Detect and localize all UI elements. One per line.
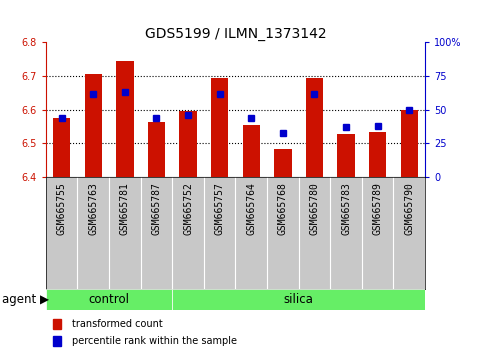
Bar <box>306 78 323 177</box>
Text: GSM665787: GSM665787 <box>152 183 161 235</box>
Bar <box>274 149 292 177</box>
Text: GSM665789: GSM665789 <box>373 183 383 235</box>
Text: GSM665781: GSM665781 <box>120 183 130 235</box>
Bar <box>172 289 425 310</box>
Text: GSM665763: GSM665763 <box>88 183 98 235</box>
Bar <box>53 118 71 177</box>
Bar <box>211 78 228 177</box>
Title: GDS5199 / ILMN_1373142: GDS5199 / ILMN_1373142 <box>144 28 327 41</box>
Bar <box>179 112 197 177</box>
Bar <box>85 74 102 177</box>
Text: GSM665764: GSM665764 <box>246 183 256 235</box>
Text: GSM665768: GSM665768 <box>278 183 288 235</box>
Text: GSM665780: GSM665780 <box>310 183 319 235</box>
Text: control: control <box>88 293 129 306</box>
Bar <box>54 319 61 329</box>
Bar <box>46 289 172 310</box>
Bar <box>54 336 61 346</box>
Bar <box>116 61 134 177</box>
Bar <box>400 110 418 177</box>
Text: percentile rank within the sample: percentile rank within the sample <box>72 336 238 346</box>
Text: GSM665755: GSM665755 <box>57 183 67 235</box>
Text: transformed count: transformed count <box>72 319 163 329</box>
Bar <box>369 132 386 177</box>
Bar <box>148 121 165 177</box>
Text: GSM665752: GSM665752 <box>183 183 193 235</box>
Text: GSM665783: GSM665783 <box>341 183 351 235</box>
Text: silica: silica <box>284 293 313 306</box>
Bar <box>242 125 260 177</box>
Text: GSM665790: GSM665790 <box>404 183 414 235</box>
Text: GSM665757: GSM665757 <box>214 183 225 235</box>
Bar <box>337 134 355 177</box>
Text: agent ▶: agent ▶ <box>2 293 49 306</box>
